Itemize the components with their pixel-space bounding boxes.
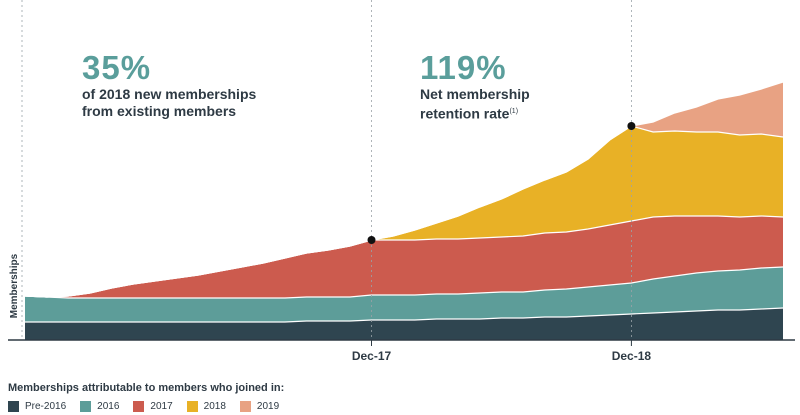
- stat-label-line2: retention rate(1): [420, 103, 530, 123]
- series-boundary-2016: [24, 266, 784, 299]
- legend-label: 2016: [97, 401, 120, 412]
- series-boundary-pre-2016: [25, 307, 784, 323]
- stat-label-line1: Net membership: [420, 86, 530, 102]
- x-tick-label: Dec-17: [352, 349, 392, 363]
- x-tick-label: Dec-18: [612, 349, 652, 363]
- highlight-marker: [627, 122, 636, 130]
- footnote-marker: (1): [509, 108, 519, 115]
- legend-swatch: [8, 401, 19, 412]
- chart-markers: [367, 122, 636, 244]
- stat-label-text: retention rate: [420, 105, 510, 122]
- chart-reference-lines: [21, 0, 632, 340]
- stat-value: 119%: [420, 49, 507, 86]
- legend-item-2018: 2018: [186, 401, 226, 412]
- area-series-2016: [25, 267, 783, 322]
- stat-retention: 119% Net membership retention rate(1): [420, 50, 530, 123]
- legend-label: 2019: [256, 401, 280, 412]
- legend-swatch: [186, 401, 198, 412]
- legend-item-2016: 2016: [80, 401, 119, 412]
- legend-label: Pre-2016: [25, 401, 67, 412]
- chart-areas: [24, 81, 784, 340]
- legend-item-2019: 2019: [239, 401, 280, 412]
- x-axis-ticks: Dec-17 Dec-18: [352, 340, 652, 363]
- stat-new-memberships: 35% of 2018 new memberships from existin…: [82, 50, 256, 120]
- area-series-2018: [25, 126, 783, 297]
- area-series-2017: [25, 216, 783, 298]
- legend-label: 2018: [203, 401, 226, 412]
- stat-label-line2: from existing members: [82, 103, 237, 119]
- y-axis-label: Memberships: [9, 253, 20, 318]
- legend-title: Memberships attributable to members who …: [8, 382, 285, 394]
- legend-item-2017: 2017: [133, 401, 173, 412]
- stat-label-line1: of 2018 new memberships: [82, 86, 257, 102]
- chart-legend: Pre-2016 2016 2017 2018 2019: [8, 401, 293, 412]
- legend-swatch: [239, 401, 251, 412]
- legend-item-pre-2016: Pre-2016: [8, 401, 66, 412]
- highlight-marker: [367, 236, 376, 244]
- legend-swatch: [133, 401, 145, 412]
- stat-value: 35%: [82, 49, 152, 86]
- series-boundary-2019: [24, 81, 784, 298]
- legend-swatch: [80, 401, 92, 412]
- legend-label: 2017: [150, 401, 173, 412]
